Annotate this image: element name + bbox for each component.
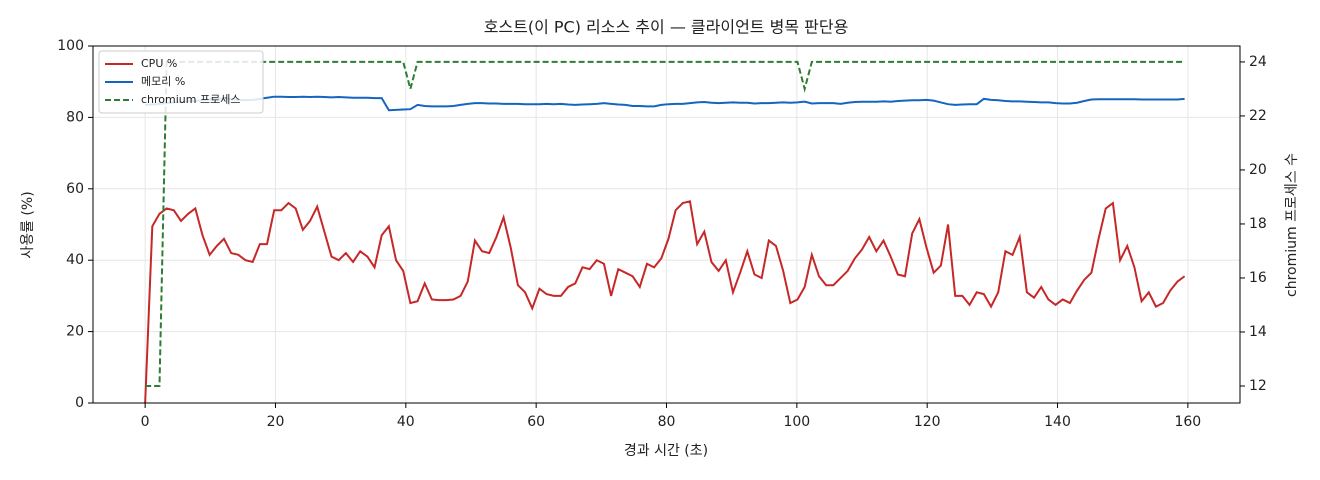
y2-tick-label: 22 xyxy=(1249,108,1267,124)
y-axis-label: 사용률 (%) xyxy=(20,191,36,258)
line-series xyxy=(145,60,1185,387)
x-tick-label: 80 xyxy=(658,414,676,430)
y2-tick-label: 14 xyxy=(1249,324,1267,340)
x-tick-label: 100 xyxy=(783,414,810,430)
x-tick-label: 160 xyxy=(1174,414,1201,430)
line-series xyxy=(144,200,1186,404)
legend-label: CPU % xyxy=(141,57,177,70)
y-tick-label: 20 xyxy=(66,324,84,340)
y-tick-label: 100 xyxy=(57,38,84,54)
x-tick-label: 40 xyxy=(397,414,415,430)
plot-frame xyxy=(92,45,1241,404)
legend-label: 메모리 % xyxy=(141,75,185,88)
chart-title: 호스트(이 PC) 리소스 추이 — 클라이언트 병목 판단용 xyxy=(484,18,849,37)
legend-box xyxy=(98,50,264,114)
x-tick-label: 60 xyxy=(527,414,545,430)
y2-tick-label: 20 xyxy=(1249,162,1267,178)
y-tick-label: 80 xyxy=(66,109,84,125)
y2-axis-label: chromium 프로세스 수 xyxy=(1284,153,1300,297)
line-series xyxy=(145,95,1185,112)
x-tick-label: 140 xyxy=(1044,414,1071,430)
x-axis-label: 경과 시간 (초) xyxy=(624,443,708,459)
y2-tick-label: 16 xyxy=(1249,270,1267,286)
y2-tick-label: 12 xyxy=(1249,378,1267,394)
y2-tick-label: 24 xyxy=(1249,54,1267,70)
x-tick-label: 0 xyxy=(141,414,150,430)
legend-label: chromium 프로세스 xyxy=(141,93,240,106)
y-tick-label: 0 xyxy=(75,395,84,411)
legend: CPU % 메모리 % chromium 프로세스 xyxy=(98,50,264,114)
x-tick-label: 120 xyxy=(914,414,941,430)
y2-tick-label: 18 xyxy=(1249,216,1267,232)
y-tick-label: 40 xyxy=(66,252,84,268)
y-tick-label: 60 xyxy=(66,181,84,197)
x-tick-label: 20 xyxy=(267,414,285,430)
